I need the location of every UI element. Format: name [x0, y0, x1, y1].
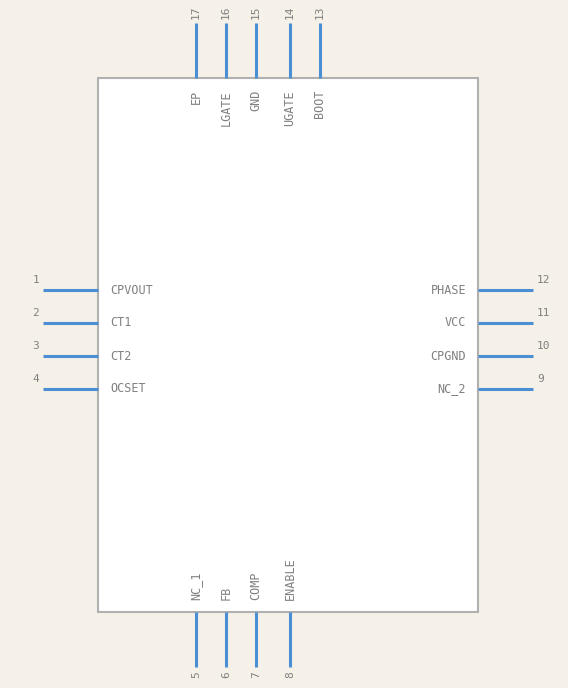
- Text: BOOT: BOOT: [314, 90, 327, 118]
- Text: 15: 15: [251, 6, 261, 19]
- Text: PHASE: PHASE: [431, 283, 466, 297]
- Text: CPVOUT: CPVOUT: [110, 283, 153, 297]
- Text: CT2: CT2: [110, 350, 131, 363]
- Text: 14: 14: [285, 6, 295, 19]
- Text: CT1: CT1: [110, 316, 131, 330]
- Text: CPGND: CPGND: [431, 350, 466, 363]
- Text: UGATE: UGATE: [283, 90, 296, 126]
- Text: 7: 7: [251, 671, 261, 678]
- Text: 4: 4: [32, 374, 39, 384]
- Text: 3: 3: [32, 341, 39, 351]
- Text: COMP: COMP: [249, 572, 262, 600]
- Text: 13: 13: [315, 6, 325, 19]
- Text: 10: 10: [537, 341, 550, 351]
- Text: NC_1: NC_1: [190, 572, 203, 600]
- Text: 11: 11: [537, 308, 550, 318]
- Bar: [98, 78, 478, 612]
- Text: GND: GND: [249, 90, 262, 111]
- Text: 9: 9: [537, 374, 544, 384]
- Text: EP: EP: [190, 90, 203, 105]
- Text: 5: 5: [191, 671, 201, 678]
- Text: 6: 6: [221, 671, 231, 678]
- Text: ENABLE: ENABLE: [283, 557, 296, 600]
- Text: VCC: VCC: [445, 316, 466, 330]
- Text: 1: 1: [32, 275, 39, 285]
- Text: 16: 16: [221, 6, 231, 19]
- Text: OCSET: OCSET: [110, 383, 145, 396]
- Text: NC_2: NC_2: [437, 383, 466, 396]
- Text: FB: FB: [219, 585, 232, 600]
- Text: 2: 2: [32, 308, 39, 318]
- Text: 12: 12: [537, 275, 550, 285]
- Text: LGATE: LGATE: [219, 90, 232, 126]
- Text: 8: 8: [285, 671, 295, 678]
- Text: 17: 17: [191, 6, 201, 19]
